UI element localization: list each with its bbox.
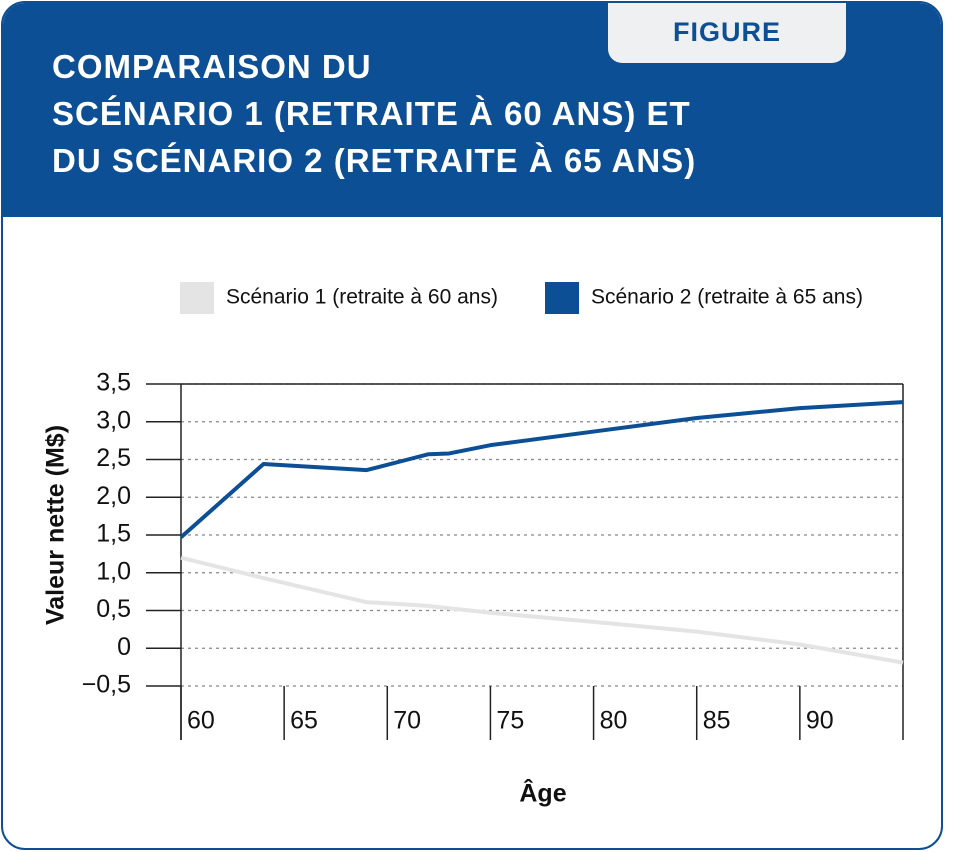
legend-label: Scénario 1 (retraite à 60 ans) <box>226 286 498 309</box>
x-tick-label: 85 <box>703 707 731 735</box>
card: COMPARAISON DU SCÉNARIO 1 (RETRAITE À 60… <box>1 1 943 850</box>
y-tick-label: 0,5 <box>96 595 131 623</box>
legend-swatch <box>180 282 214 314</box>
header: COMPARAISON DU SCÉNARIO 1 (RETRAITE À 60… <box>3 3 941 217</box>
y-tick-label: 3,0 <box>96 406 131 434</box>
x-tick-label: 60 <box>187 707 215 735</box>
x-tick-label: 90 <box>806 707 834 735</box>
x-tick-label: 75 <box>496 707 524 735</box>
y-tick-label: 2,0 <box>96 482 131 510</box>
figure-tab: FIGURE <box>608 3 846 63</box>
y-tick-label: 1,5 <box>96 520 131 548</box>
title-line: DU SCÉNARIO 2 (RETRAITE À 65 ANS) <box>52 142 697 179</box>
legend-label: Scénario 2 (retraite à 65 ans) <box>591 286 863 309</box>
series-line <box>179 400 904 539</box>
x-tick-label: 80 <box>600 707 628 735</box>
title-line: COMPARAISON DU <box>52 48 372 85</box>
y-tick-label: 2,5 <box>96 444 131 472</box>
x-axis-label: Âge <box>519 778 566 808</box>
y-tick-label: 1,0 <box>96 557 131 585</box>
y-axis-label: Valeur nette (M$) <box>42 425 70 625</box>
x-tick-label: 65 <box>290 707 318 735</box>
y-tick-label: 3,5 <box>96 369 131 397</box>
title-line: SCÉNARIO 1 (RETRAITE À 60 ANS) ET <box>52 95 691 132</box>
chart-title: COMPARAISON DU SCÉNARIO 1 (RETRAITE À 60… <box>52 43 696 184</box>
y-tick-label: 0 <box>117 633 131 661</box>
legend-swatch <box>545 282 579 314</box>
series-line <box>180 555 904 665</box>
y-tick-label: −0,5 <box>82 671 131 699</box>
x-tick-label: 70 <box>393 707 421 735</box>
